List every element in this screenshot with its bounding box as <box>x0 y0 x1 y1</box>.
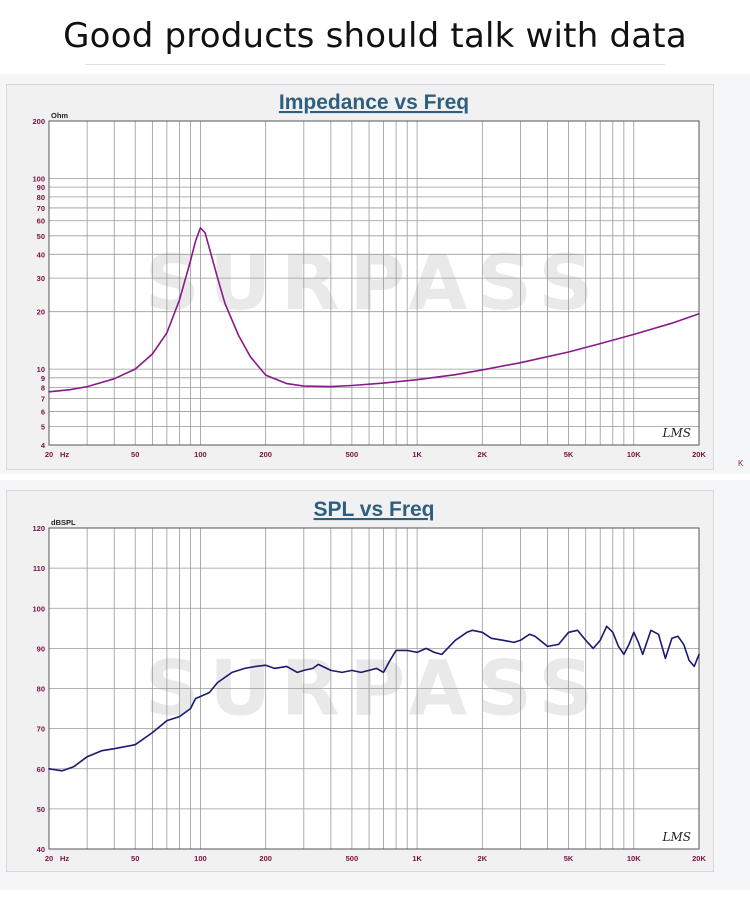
data-series-line <box>48 227 700 393</box>
x-tick-label: 50 <box>131 450 139 459</box>
data-series-line <box>48 625 700 772</box>
y-tick-label: 9 <box>41 374 45 383</box>
x-tick-label: 2K <box>478 450 488 459</box>
y-tick-label: 50 <box>37 232 45 241</box>
lms-badge: LMS <box>662 830 691 844</box>
y-tick-label: 120 <box>32 524 45 533</box>
y-tick-label: 6 <box>41 407 45 416</box>
x-tick-label: 20 <box>45 450 53 459</box>
y-tick-label: 110 <box>33 564 45 573</box>
page-title: Good products should talk with data <box>63 16 687 56</box>
x-tick-label: 20K <box>692 854 706 863</box>
chart-title: SPL vs Freq <box>314 498 435 521</box>
y-tick-label: 200 <box>32 117 45 126</box>
x-tick-label: 500 <box>346 450 359 459</box>
x-tick-label: 100 <box>194 854 207 863</box>
chart-title: Impedance vs Freq <box>279 91 469 114</box>
x-tick-label: 10K <box>627 450 641 459</box>
x-tick-label: 5K <box>564 854 574 863</box>
y-tick-label: 5 <box>41 423 45 432</box>
stray-axis-label: K <box>738 459 744 468</box>
y-axis-unit-label: Ohm <box>51 111 68 120</box>
y-tick-label: 30 <box>37 274 45 283</box>
y-tick-label: 8 <box>41 384 45 393</box>
x-tick-label: 1K <box>412 450 422 459</box>
x-tick-label: 2K <box>478 854 488 863</box>
y-tick-label: 10 <box>37 365 45 374</box>
y-axis-unit-label: dBSPL <box>51 518 76 527</box>
y-tick-label: 90 <box>37 183 45 192</box>
impedance-chart-panel: SURPASS Impedance vs Freq Ohm 200 100 90 80 70 6… <box>6 84 714 470</box>
y-tick-label: 100 <box>32 604 45 613</box>
y-tick-label: 7 <box>41 395 45 404</box>
y-tick-label: 80 <box>37 193 45 202</box>
x-tick-label: 200 <box>259 854 272 863</box>
y-tick-label: 40 <box>37 250 45 259</box>
y-tick-label: 4 <box>41 441 46 450</box>
plot-border <box>48 120 700 446</box>
x-tick-label: 100 <box>194 450 207 459</box>
x-tick-label: 1K <box>412 854 422 863</box>
y-tick-label: 40 <box>37 845 45 854</box>
x-tick-label: 20 <box>45 854 53 863</box>
y-tick-label: 100 <box>32 174 45 183</box>
plot-area <box>49 121 699 445</box>
y-tick-label: 50 <box>37 805 45 814</box>
x-tick-label: 50 <box>131 854 139 863</box>
y-tick-label: 70 <box>37 725 45 734</box>
y-tick-label: 20 <box>37 308 45 317</box>
title-divider <box>85 64 665 65</box>
watermark-text: SURPASS <box>145 238 604 327</box>
x-tick-label: 20K <box>692 450 706 459</box>
x-axis-unit-label: Hz <box>60 450 69 459</box>
x-tick-label: 200 <box>259 450 272 459</box>
y-tick-label: 80 <box>37 685 45 694</box>
x-axis-unit-label: Hz <box>60 854 69 863</box>
lms-badge: LMS <box>662 426 691 440</box>
y-tick-label: 90 <box>37 644 45 653</box>
spl-chart-panel: SURPASS SPL vs Freq dBSPL 120 110 100 90 80 70 60… <box>6 490 714 872</box>
x-tick-label: 5K <box>564 450 574 459</box>
y-tick-label: 60 <box>37 217 45 226</box>
y-tick-label: 70 <box>37 204 45 213</box>
y-tick-label: 60 <box>37 765 45 774</box>
x-tick-label: 500 <box>346 854 359 863</box>
x-tick-label: 10K <box>627 854 641 863</box>
plot-border <box>48 527 700 850</box>
